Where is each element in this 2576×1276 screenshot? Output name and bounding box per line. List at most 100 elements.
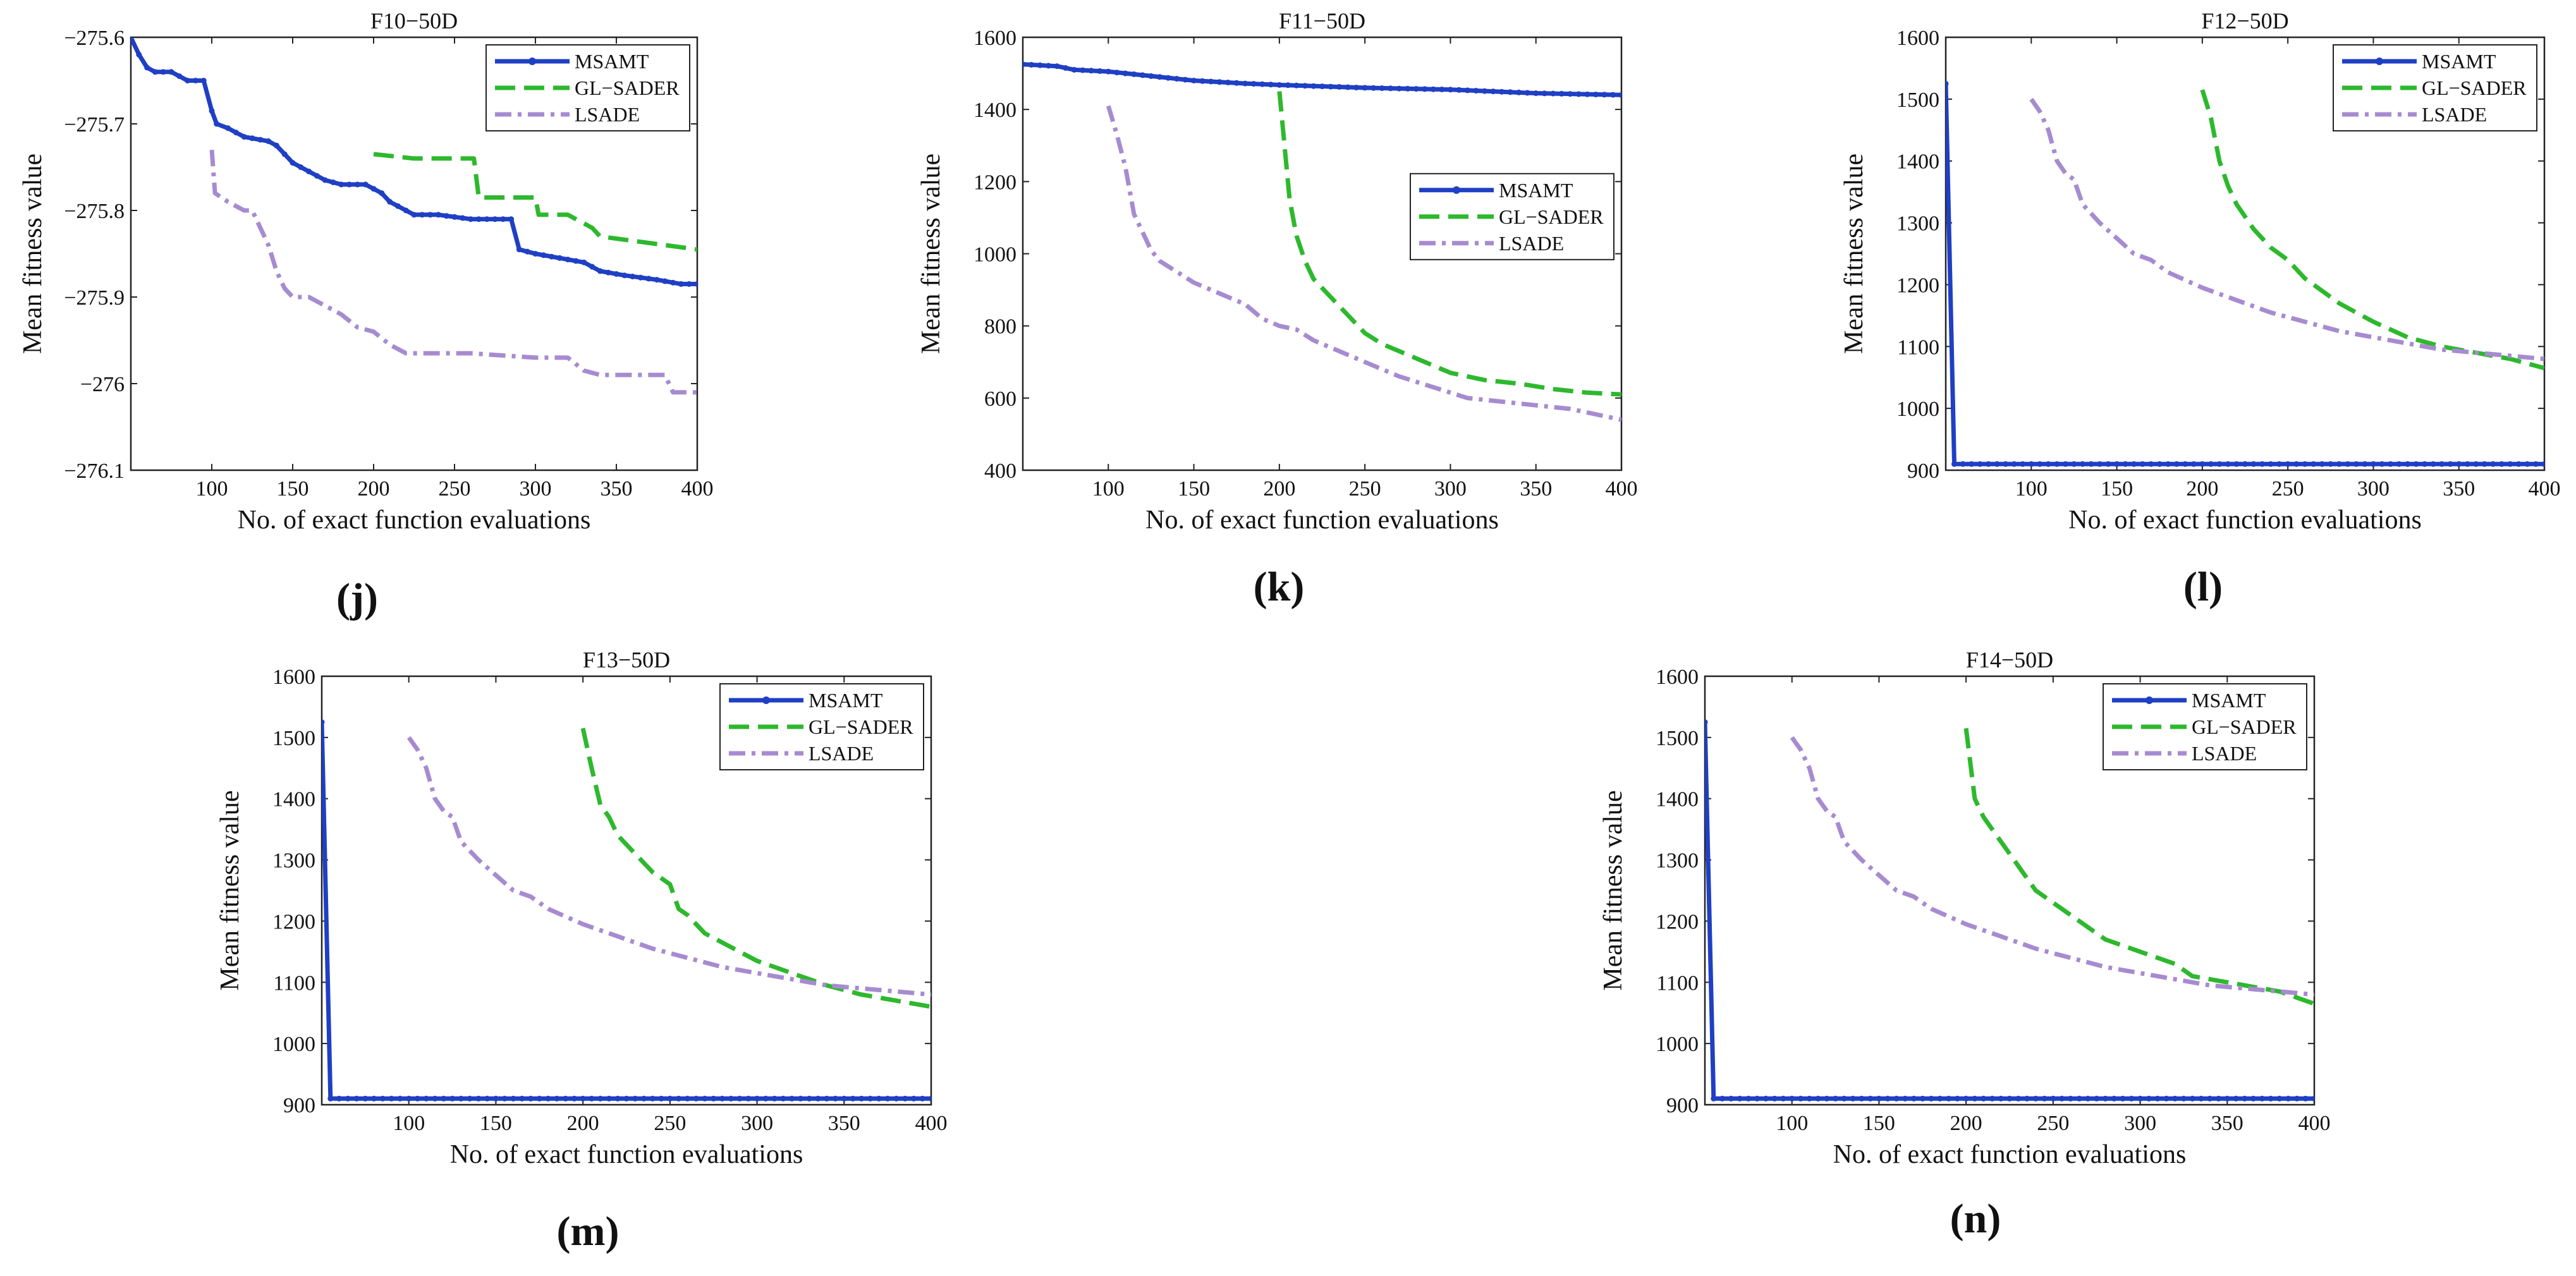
series-point-msamt	[1989, 1095, 1995, 1102]
series-point-msamt	[1405, 85, 1411, 92]
legend-marker	[528, 58, 536, 65]
series-point-msamt	[824, 1095, 830, 1102]
series-point-msamt	[1379, 85, 1385, 91]
series-point-msamt	[2094, 1095, 2100, 1102]
x-tick-label: 200	[2186, 477, 2218, 501]
series-point-msamt	[1789, 1095, 1795, 1102]
series-point-msamt	[806, 1095, 812, 1102]
series-point-msamt	[1105, 68, 1111, 75]
series-point-msamt	[2054, 461, 2060, 467]
series-point-msamt	[1745, 1095, 1752, 1102]
series-point-msamt	[1737, 1095, 1743, 1102]
legend-entry-label: LSADE	[575, 103, 640, 126]
series-point-msamt	[214, 121, 220, 127]
x-tick-label: 150	[277, 477, 309, 501]
series-point-msamt	[1139, 72, 1145, 78]
series-point-msamt	[1550, 90, 1556, 97]
series-point-msamt	[1876, 1095, 1882, 1102]
series-point-msamt	[298, 164, 304, 170]
series-point-msamt	[1533, 90, 1539, 96]
series-point-msamt	[867, 1095, 874, 1102]
series-point-msamt	[144, 64, 150, 71]
series-point-msamt	[2037, 461, 2043, 467]
series-point-msamt	[662, 278, 668, 284]
series-point-msamt	[797, 1095, 803, 1102]
legend-marker	[2376, 58, 2383, 65]
plot-area-frame	[1704, 675, 2316, 1106]
series-point-msamt	[1285, 82, 1291, 88]
series-point-msamt	[2422, 461, 2428, 467]
series-point-msamt	[645, 276, 652, 282]
x-axis-label: No. of exact function evaluations	[1833, 1140, 2187, 1169]
y-tick-label: 800	[984, 315, 1016, 339]
panel-label: (m)	[557, 1208, 620, 1255]
series-point-msamt	[1259, 81, 1266, 87]
series-point-msamt	[1396, 85, 1402, 92]
series-point-msamt	[160, 69, 166, 75]
series-point-msamt	[2071, 461, 2077, 467]
series-point-msamt	[346, 181, 353, 188]
series-point-msamt	[536, 1095, 542, 1102]
series-point-msamt	[676, 1095, 682, 1102]
y-tick-label: −276	[80, 373, 125, 396]
series-point-msamt	[2302, 1095, 2309, 1102]
series-point-msamt	[1584, 91, 1590, 97]
series-point-msamt	[152, 69, 158, 75]
series-point-msamt	[556, 255, 563, 261]
series-point-msamt	[443, 213, 449, 219]
series-point-msamt	[2020, 461, 2026, 467]
series-point-msamt	[2103, 1095, 2108, 1102]
series-point-msamt	[2276, 1095, 2283, 1102]
series-point-msamt	[2533, 461, 2539, 467]
legend-entry-label: MSAMT	[2422, 50, 2496, 73]
series-point-msamt	[2515, 461, 2522, 467]
x-tick-label: 350	[1520, 477, 1552, 501]
series-point-msamt	[623, 1095, 630, 1102]
y-tick-label: 1200	[1656, 910, 1699, 933]
series-point-msamt	[1293, 82, 1300, 88]
x-axis-label: No. of exact function evaluations	[2068, 506, 2422, 535]
series-point-msamt	[613, 271, 620, 277]
series-point-msamt	[1465, 87, 1470, 94]
series-point-msamt	[327, 1095, 334, 1102]
series-point-msamt	[1893, 1095, 1900, 1102]
y-tick-label: 1400	[1656, 788, 1699, 811]
legend: MSAMT GL−SADER LSADE	[485, 44, 690, 131]
series-point-msamt	[508, 216, 515, 222]
series-point-msamt	[1242, 80, 1248, 87]
series-point-msamt	[719, 1095, 725, 1102]
series-point-msamt	[2456, 461, 2462, 467]
series-point-msamt	[1319, 83, 1325, 90]
series-point-msamt	[1208, 78, 1214, 85]
series-point-msamt	[2319, 461, 2325, 467]
series-point-msamt	[850, 1095, 856, 1102]
series-point-msamt	[1902, 1095, 1908, 1102]
series-point-msamt	[1610, 92, 1616, 98]
x-tick-label: 400	[2529, 477, 2561, 501]
series-point-msamt	[1859, 1095, 1865, 1102]
series-point-msamt	[2131, 461, 2137, 467]
chart-panel-3: F12−50D 100 150 200 250 300 350 400 900 1000 1100 1…	[1840, 8, 2561, 610]
x-tick-label: 200	[358, 477, 390, 501]
series-point-msamt	[379, 1095, 386, 1102]
series-point-msamt	[1946, 80, 1949, 87]
series-point-msamt	[1618, 92, 1621, 98]
x-tick-label: 350	[2443, 477, 2475, 501]
y-tick-label: 1500	[1656, 727, 1699, 750]
y-tick-label: 600	[984, 387, 1016, 411]
series-point-msamt	[1960, 461, 1966, 467]
series-point-msamt	[1946, 1095, 1952, 1102]
series-point-msamt	[1567, 91, 1573, 97]
y-axis-label: Mean fitness value	[1599, 790, 1628, 990]
series-point-msamt	[1456, 87, 1462, 93]
series-point-msamt	[1388, 85, 1394, 92]
series-line-msamt	[1946, 83, 2544, 466]
series-point-msamt	[597, 268, 603, 274]
series-point-msamt	[2293, 461, 2300, 467]
series-point-msamt	[2233, 461, 2240, 467]
series-line-glsader	[1277, 91, 1621, 397]
x-tick-label: 300	[2357, 477, 2390, 501]
series-point-msamt	[711, 1095, 717, 1102]
series-point-msamt	[241, 134, 247, 140]
series-point-msamt	[475, 216, 482, 222]
